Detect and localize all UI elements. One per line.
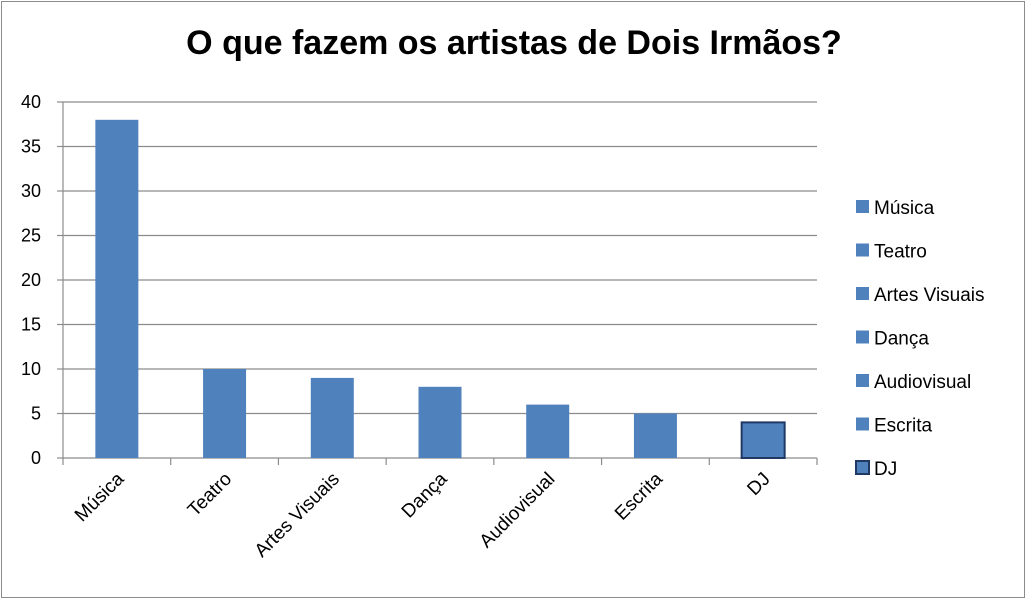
bar-teatro bbox=[203, 369, 247, 458]
category-label: DJ bbox=[743, 469, 774, 500]
legend-swatch bbox=[856, 287, 869, 300]
y-tick-label: 5 bbox=[31, 404, 41, 424]
legend-label: Escrita bbox=[874, 416, 933, 437]
y-tick-label: 20 bbox=[21, 270, 41, 290]
bar-dj bbox=[740, 421, 786, 459]
legend-label: Dança bbox=[874, 329, 929, 350]
bar-música bbox=[95, 119, 139, 459]
y-tick-label: 10 bbox=[21, 359, 41, 379]
legend-swatch bbox=[856, 417, 869, 431]
category-label: Teatro bbox=[184, 469, 236, 521]
legend-swatch bbox=[856, 243, 869, 257]
y-tick-label: 15 bbox=[21, 315, 41, 335]
legend-label: DJ bbox=[874, 459, 897, 480]
legend-swatch bbox=[856, 374, 869, 387]
legend-swatch bbox=[856, 200, 869, 213]
category-label: Audiovisual bbox=[476, 469, 560, 553]
bar-artes-visuais bbox=[310, 377, 354, 458]
y-tick-label: 25 bbox=[21, 226, 41, 246]
legend-label: Teatro bbox=[874, 242, 927, 263]
y-tick-label: 30 bbox=[21, 181, 41, 201]
legend-label: Artes Visuais bbox=[874, 285, 985, 306]
legend-label: Música bbox=[874, 198, 935, 219]
y-tick-label: 35 bbox=[21, 137, 41, 157]
category-label: Dança bbox=[398, 468, 452, 522]
category-label: Artes Visuais bbox=[251, 469, 344, 562]
y-tick-label: 0 bbox=[31, 448, 41, 468]
bar-audiovisual bbox=[526, 404, 570, 458]
legend-swatch bbox=[856, 330, 869, 344]
legend-label: Audiovisual bbox=[874, 372, 971, 393]
category-label: Música bbox=[71, 468, 129, 526]
legend-swatch bbox=[855, 460, 870, 475]
bar-dança bbox=[418, 386, 462, 458]
category-label: Escrita bbox=[611, 468, 667, 524]
chart-title: O que fazem os artistas de Dois Irmãos? bbox=[186, 24, 842, 62]
y-tick-label: 40 bbox=[21, 92, 41, 112]
bar-escrita bbox=[633, 413, 677, 458]
